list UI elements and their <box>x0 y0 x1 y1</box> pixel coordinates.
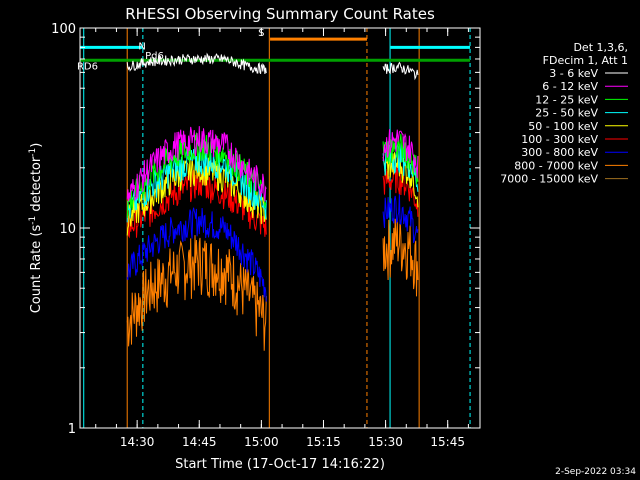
x-tick-label-3: 15:15 <box>306 435 341 449</box>
series-3-6-kev-b <box>382 61 419 81</box>
series-300-800-kev-a <box>126 207 267 302</box>
x-axis-label: Start Time (17-Oct-17 14:16:22) <box>175 457 385 472</box>
chart-data-series <box>126 52 419 351</box>
x-tick-label-4: 15:30 <box>368 435 403 449</box>
series-12-25-kev-b <box>382 133 419 185</box>
series-100-300-kev-a <box>126 169 267 239</box>
series-800-7000-kev-a <box>126 235 267 351</box>
chart-axes: NSRD6Pd614:3014:4515:0015:1515:3015:4511… <box>51 22 480 449</box>
legend-label-8: 7000 - 15000 keV <box>500 173 598 186</box>
legend-label-5: 100 - 300 keV <box>521 133 598 146</box>
annotation-n: N <box>138 42 145 53</box>
y-axis-label: Count Rate (s-1 detector-1) <box>28 143 44 314</box>
x-tick-label-5: 15:45 <box>430 435 465 449</box>
y-tick-label-0: 1 <box>68 422 76 437</box>
series-3-6-kev-a <box>126 52 267 75</box>
series-6-12-kev-a <box>126 126 267 202</box>
legend-label-4: 50 - 100 keV <box>528 120 598 133</box>
series-6-12-kev-b <box>382 129 419 179</box>
legend-label-3: 25 - 50 keV <box>535 107 598 120</box>
legend-label-7: 800 - 7000 keV <box>514 159 598 172</box>
y-tick-label-1: 10 <box>59 222 76 237</box>
footer-timestamp: 2-Sep-2022 03:34 <box>555 467 636 477</box>
legend-header-2: FDecim 1, Att 1 <box>543 54 628 67</box>
plot-frame <box>79 27 481 429</box>
legend-label-2: 12 - 25 keV <box>535 93 598 106</box>
legend-label-6: 300 - 800 keV <box>521 146 598 159</box>
annotation-pd6: Pd6 <box>145 51 164 62</box>
legend-label-0: 3 - 6 keV <box>549 67 598 80</box>
chart-lines <box>80 28 471 428</box>
chart-title: RHESSI Observing Summary Count Rates <box>125 5 435 23</box>
legend-label-1: 6 - 12 keV <box>542 80 598 93</box>
x-tick-label-0: 14:30 <box>120 435 155 449</box>
x-tick-label-2: 15:00 <box>244 435 279 449</box>
series-300-800-kev-b <box>382 192 419 244</box>
legend-header-1: Det 1,3,6, <box>573 41 628 54</box>
annotation-rd6: RD6 <box>77 62 98 73</box>
y-tick-label-2: 100 <box>51 22 76 37</box>
x-tick-label-1: 14:45 <box>182 435 217 449</box>
series-100-300-kev-b <box>382 163 419 217</box>
series-800-7000-kev-b <box>382 218 419 297</box>
